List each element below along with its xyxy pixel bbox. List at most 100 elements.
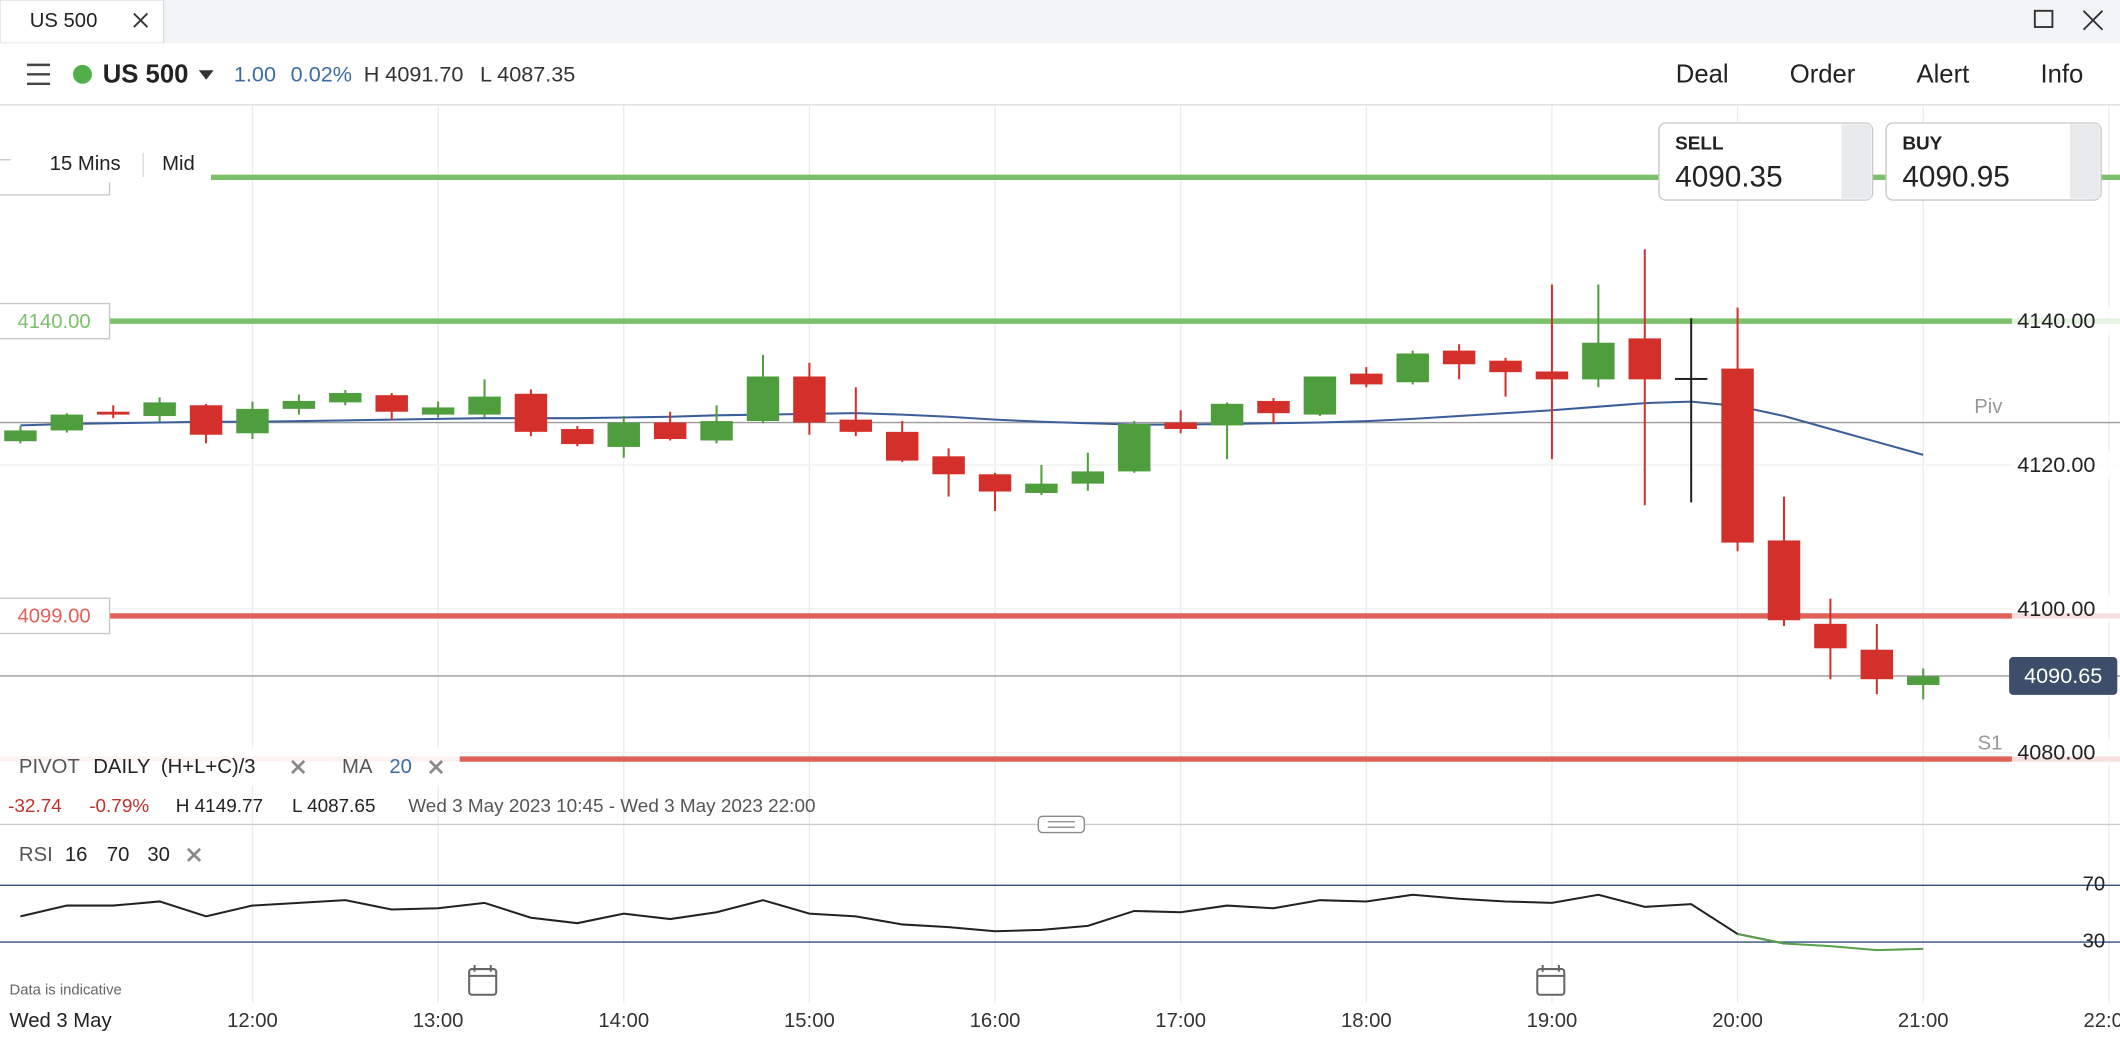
period-change-pct: -0.79% <box>89 796 149 817</box>
candle-body <box>189 405 223 435</box>
candle-body <box>1674 377 1708 380</box>
day-high: H 4091.70 <box>364 61 464 86</box>
level-label-box <box>0 597 111 635</box>
close-window[interactable] <box>2082 10 2104 31</box>
buy-price: 4090.95 <box>1902 160 2009 193</box>
x-tick-label: 20:00 <box>1712 1010 1763 1032</box>
y-tick-label: 4140.00 <box>2017 308 2095 333</box>
rsi-tick-label: 30 <box>2083 930 2106 952</box>
moving-average <box>20 400 1924 456</box>
candle-body <box>375 395 408 412</box>
buy-label: BUY <box>1902 134 1942 155</box>
y-tick-bg <box>2011 307 2120 335</box>
candle-body <box>700 421 733 441</box>
indicator-legend <box>0 747 460 786</box>
day-low: L 4087.35 <box>480 61 575 86</box>
candle-body <box>282 400 316 409</box>
x-tick-label: 21:00 <box>1898 1010 1949 1032</box>
candle-body <box>1535 371 1569 380</box>
y-tick-label: 4100.00 <box>2017 596 2095 621</box>
price-type[interactable]: Mid <box>162 153 195 175</box>
candle-body <box>4 430 37 442</box>
sell-label: SELL <box>1675 134 1723 155</box>
rsi-oversold-line <box>1737 932 1924 952</box>
candle-body <box>1303 376 1337 415</box>
period-low: L 4087.65 <box>292 796 375 817</box>
candle-body <box>1767 540 1801 621</box>
candle-body <box>1071 471 1105 484</box>
pane-resize-grip <box>1047 821 1075 828</box>
tab[interactable] <box>0 0 165 44</box>
x-tick-label: 18:00 <box>1341 1010 1392 1032</box>
candle-body <box>932 456 965 475</box>
candle-body <box>1582 342 1615 380</box>
candle-body <box>1350 373 1383 385</box>
maximize[interactable] <box>2033 9 2054 28</box>
candle-body <box>561 428 594 445</box>
x-tick-label: 22:00 <box>2083 1010 2120 1032</box>
period-high: H 4149.77 <box>176 796 263 817</box>
info-button[interactable]: Info <box>2040 60 2083 88</box>
plot: 12:00 13:00 14:00 15:00 16:00 17:00 18:00 19:00… <box>0 105 2120 1032</box>
candle-body <box>421 407 455 415</box>
candle-body <box>1257 400 1290 414</box>
candle-body <box>97 411 130 415</box>
pane-resize[interactable] <box>1037 815 1086 834</box>
remove-pivot[interactable] <box>291 759 306 775</box>
candle-body <box>1906 676 1940 685</box>
candle-body <box>329 393 362 403</box>
candle-body <box>1860 649 1894 680</box>
remove-rsi[interactable] <box>186 847 202 862</box>
candle-body <box>978 474 1012 492</box>
chart-controls <box>10 147 211 183</box>
candle-body <box>1628 338 1661 380</box>
candle-body <box>143 402 176 417</box>
x-tick-label: 19:00 <box>1527 1010 1578 1032</box>
buy-box[interactable] <box>1885 122 2102 201</box>
rsi-tick-label: 70 <box>2083 874 2106 896</box>
y-tick-label: 4080.00 <box>2017 740 2095 765</box>
x-tick-label: 15:00 <box>784 1010 835 1032</box>
candle-body <box>839 419 873 432</box>
y-tick-label: 4120.00 <box>2017 452 2095 477</box>
candle-body <box>1721 368 1754 543</box>
level-label-box <box>0 302 111 340</box>
candle-body <box>514 393 548 432</box>
pivot-label: Piv <box>1974 396 2003 418</box>
calendar-icon[interactable] <box>468 965 498 996</box>
rsi-line <box>20 893 1785 945</box>
x-tick-label: 13:00 <box>413 1010 464 1032</box>
alert-button[interactable]: Alert <box>1916 60 1969 88</box>
disclaimer: Data is indicative <box>9 983 121 999</box>
sell-price: 4090.35 <box>1675 160 1782 193</box>
buy-strip <box>2069 124 2100 199</box>
deal-button[interactable]: Deal <box>1676 60 1729 88</box>
calendar-icon[interactable] <box>1536 965 1566 996</box>
pivot-name: PIVOT <box>19 756 80 778</box>
current-price-tag <box>2009 657 2118 695</box>
candle-body <box>1489 360 1522 373</box>
market-dropdown[interactable] <box>198 70 214 80</box>
remove-ma[interactable] <box>428 759 444 775</box>
date-label: Wed 3 May <box>9 1010 112 1032</box>
candle-body <box>1396 353 1429 383</box>
tab-bar <box>0 0 2120 44</box>
menu-icon[interactable] <box>27 63 51 86</box>
candle-body <box>1164 422 1197 429</box>
sell-box[interactable] <box>1658 122 1874 201</box>
period-range: Wed 3 May 2023 10:45 - Wed 3 May 2023 22… <box>408 796 815 817</box>
y-tick-bg <box>2011 595 2120 623</box>
market-status <box>73 64 92 84</box>
x-tick-label: 14:00 <box>598 1010 649 1032</box>
timeframe[interactable]: 15 Mins <box>50 153 121 175</box>
order-button[interactable]: Order <box>1790 60 1856 88</box>
current-price-label: 4090.65 <box>2024 663 2102 688</box>
rsi-period: 16 <box>65 844 88 866</box>
tab-close[interactable] <box>133 12 149 28</box>
candle-body <box>653 422 687 440</box>
pivot-period: DAILY <box>93 756 151 778</box>
market-name[interactable]: US 500 <box>103 60 189 88</box>
candle-body <box>607 422 640 447</box>
